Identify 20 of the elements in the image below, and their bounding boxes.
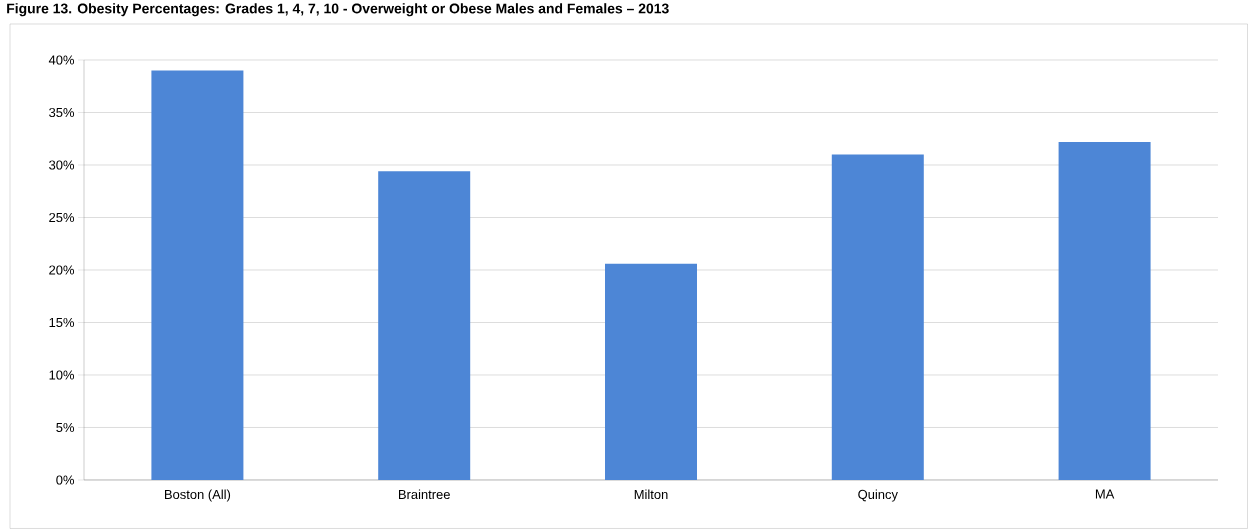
chart-title: Figure 13. Obesity Percentages: Grades 1, 4, 7, 10 - Overweight or Obese Males and Females – 2013	[7, 3, 669, 17]
y-tick-label: 20%	[49, 265, 75, 275]
bar	[605, 263, 697, 480]
bar	[831, 154, 924, 480]
y-tick-label: 0%	[56, 475, 75, 485]
bar	[378, 171, 471, 480]
x-tick-label: Braintree	[398, 489, 450, 500]
bar	[151, 70, 244, 480]
x-tick-label: Milton	[634, 489, 668, 500]
y-tick-label: 15%	[49, 317, 75, 328]
x-tick-label: Boston (All)	[165, 489, 231, 502]
y-tick-label: 5%	[56, 422, 75, 433]
x-tick-label: MA	[1095, 489, 1115, 499]
y-tick-label: 30%	[49, 160, 75, 170]
y-tick-label: 35%	[49, 107, 75, 118]
x-tick-label: Quincy	[858, 489, 898, 502]
y-tick-label: 25%	[49, 212, 75, 223]
bar	[1058, 141, 1151, 480]
y-tick-label: 40%	[48, 55, 75, 65]
y-tick-label: 10%	[49, 370, 75, 380]
